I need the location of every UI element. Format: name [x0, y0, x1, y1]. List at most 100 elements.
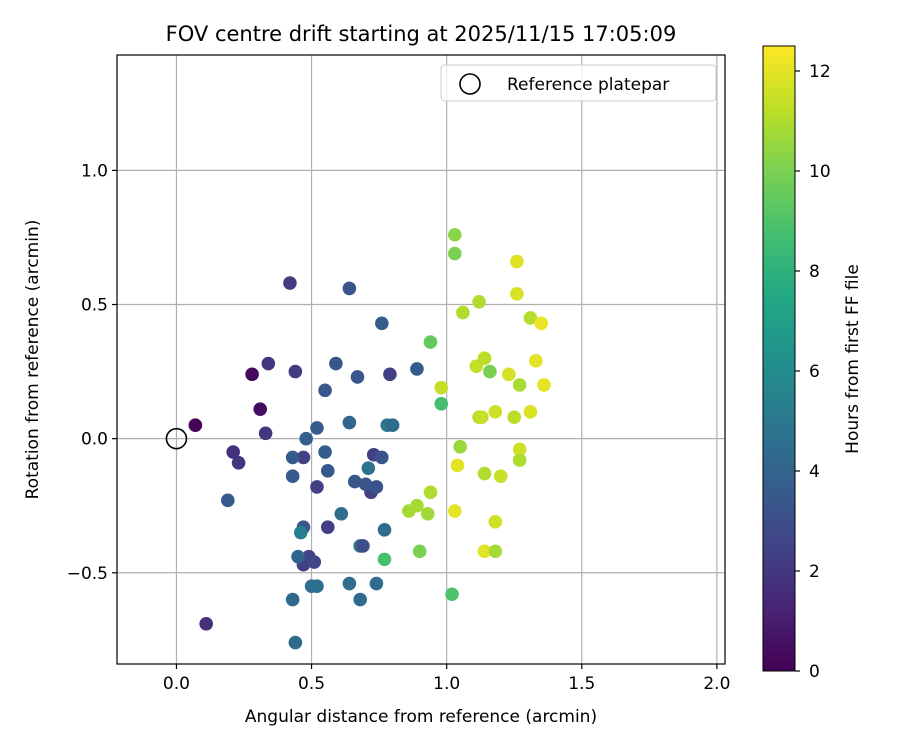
data-point	[285, 592, 300, 607]
data-point	[445, 587, 459, 602]
data-point	[310, 480, 324, 494]
data-point	[488, 515, 503, 529]
legend: Reference platepar	[440, 64, 717, 102]
data-point	[534, 316, 549, 331]
data-point	[375, 450, 389, 465]
colorbar-tick-label: 0	[809, 662, 820, 682]
data-point	[288, 364, 303, 379]
colorbar-tick-label: 8	[809, 262, 820, 282]
y-axis: −0.5 0.0 0.5 1.0	[67, 161, 117, 584]
x-axis-label: Angular distance from reference (arcmin)	[245, 707, 597, 727]
data-point	[220, 493, 235, 508]
data-point	[472, 295, 486, 309]
reference-marker-group	[165, 427, 188, 450]
data-point	[375, 316, 389, 331]
data-point	[385, 418, 400, 433]
data-point	[383, 367, 397, 382]
data-point	[410, 362, 424, 376]
data-point	[310, 579, 324, 593]
data-point	[291, 549, 305, 564]
legend-entry-label: Reference platepar	[507, 75, 669, 95]
data-point	[456, 305, 470, 320]
data-point	[410, 498, 424, 513]
data-point	[507, 410, 522, 424]
data-point	[488, 405, 503, 419]
data-point	[450, 458, 465, 473]
data-point	[318, 383, 332, 398]
data-point	[285, 469, 300, 484]
data-point	[329, 356, 343, 371]
data-point	[358, 477, 373, 492]
data-point	[453, 439, 467, 454]
data-point	[369, 480, 384, 494]
data-point	[188, 418, 203, 433]
data-point	[493, 469, 508, 484]
data-point	[512, 442, 527, 457]
y-axis-label: Rotation from reference (arcmin)	[23, 220, 43, 500]
data-point	[231, 455, 246, 470]
data-point	[288, 635, 303, 650]
data-point	[412, 544, 427, 559]
data-point	[320, 464, 335, 478]
y-tick-label: −0.5	[67, 564, 108, 584]
data-point	[477, 466, 492, 481]
data-point	[350, 370, 365, 384]
data-point	[334, 506, 349, 521]
colorbar-tick-label: 10	[809, 162, 831, 182]
data-point	[318, 445, 332, 459]
data-point	[510, 286, 524, 301]
data-point	[253, 402, 268, 416]
data-point	[477, 351, 492, 365]
data-point	[423, 485, 438, 500]
data-point	[512, 453, 527, 467]
colorbar-tick-label: 12	[809, 62, 831, 82]
colorbar-tick-label: 6	[809, 362, 820, 382]
data-point	[377, 523, 392, 537]
data-point	[477, 544, 492, 559]
data-point	[342, 576, 357, 591]
data-points	[188, 227, 551, 650]
data-point	[510, 254, 524, 269]
colorbar-ticks: 0 2 4 6 8 10 12	[795, 62, 831, 682]
data-point	[434, 380, 449, 395]
y-tick-label: 0.0	[81, 430, 108, 450]
plot-frame	[116, 54, 726, 665]
chart-title: FOV centre drift starting at 2025/11/15 …	[166, 22, 677, 46]
legend-reference-marker	[459, 73, 481, 95]
data-point	[423, 335, 438, 349]
data-point	[537, 378, 551, 392]
data-point	[523, 405, 538, 419]
data-point	[512, 378, 527, 392]
data-point	[342, 415, 357, 430]
data-point	[361, 461, 376, 475]
colorbar-label: Hours from first FF file	[843, 264, 863, 454]
data-point	[529, 354, 543, 368]
data-point	[420, 506, 435, 521]
data-point	[488, 544, 503, 559]
data-point	[483, 364, 497, 379]
data-point	[293, 525, 308, 540]
data-point	[285, 450, 300, 465]
data-point	[258, 426, 273, 441]
data-point	[347, 474, 362, 489]
colorbar-tick-label: 2	[809, 562, 820, 582]
x-tick-label: 0.0	[163, 674, 190, 694]
x-tick-label: 0.5	[298, 674, 325, 694]
data-point	[320, 520, 335, 534]
data-point	[261, 356, 276, 371]
data-point	[199, 616, 213, 631]
data-point	[502, 367, 516, 382]
x-tick-label: 2.0	[703, 674, 730, 694]
colorbar-gradient	[762, 45, 796, 672]
data-point	[523, 311, 538, 325]
colorbar-tick-label: 4	[809, 462, 820, 482]
data-point	[447, 246, 462, 261]
data-point	[307, 555, 322, 569]
x-tick-label: 1.0	[433, 674, 460, 694]
grid-lines	[117, 55, 725, 664]
data-point	[353, 592, 368, 607]
data-point	[377, 552, 392, 567]
data-point	[296, 450, 311, 465]
data-point	[299, 431, 313, 446]
